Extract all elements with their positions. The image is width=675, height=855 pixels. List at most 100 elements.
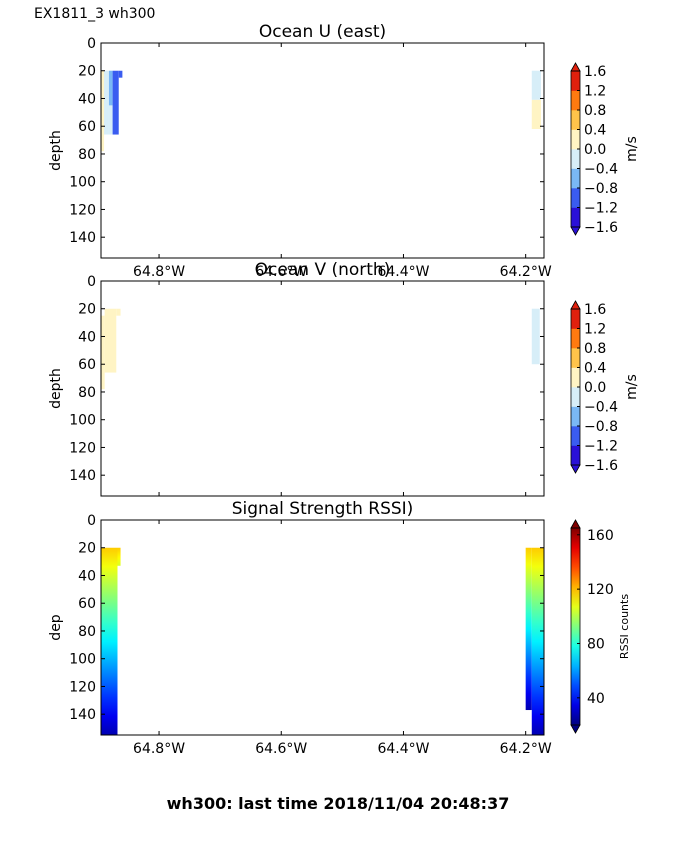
colorbar-band — [571, 309, 580, 329]
y-tick-label: 20 — [78, 64, 96, 80]
panel-3-data — [101, 547, 544, 735]
panel-2-ylabel: depth — [48, 368, 64, 409]
colorbar-tick-label: −1.6 — [584, 220, 618, 236]
colorbar-band — [571, 110, 580, 130]
colorbar-extend-max — [570, 519, 581, 529]
colorbar-band — [571, 188, 580, 208]
panel-1-frame — [100, 42, 545, 259]
data-cell — [108, 105, 113, 135]
colorbar-band — [571, 445, 580, 466]
panel-3-colorbar: 160 120 80 40 RSSI counts — [570, 519, 631, 734]
x-tick-label: 64.2°W — [500, 741, 552, 757]
x-tick-label: 64.4°W — [377, 264, 429, 280]
y-tick-label: 100 — [69, 175, 96, 191]
colorbar-band — [571, 367, 580, 388]
x-tick-label: 64.8°W — [133, 264, 185, 280]
colorbar-tick-label: 1.2 — [584, 322, 606, 338]
colorbar-frame — [570, 527, 581, 726]
colorbar-band — [571, 90, 580, 111]
data-column — [117, 547, 121, 566]
y-tick-label: 100 — [69, 413, 96, 429]
colorbar-tick-label: −1.6 — [584, 458, 618, 474]
y-tick-label: 60 — [78, 357, 96, 373]
data-cell — [101, 315, 105, 390]
data-column — [525, 547, 532, 711]
colorbar-tick-label: 160 — [587, 528, 614, 544]
plots-area: Ocean U (east) 0 20 40 60 80 100 120 140 depth 64.… — [48, 22, 640, 757]
x-tick-label: 64.8°W — [133, 741, 185, 757]
panel-1: Ocean U (east) 0 20 40 60 80 100 120 140 depth 64.… — [48, 22, 640, 280]
y-tick-label: 20 — [78, 541, 96, 557]
panel-1-data — [101, 70, 541, 152]
data-cell — [104, 308, 117, 373]
colorbar-extend-max — [570, 62, 581, 72]
panel-3-title: Signal Strength RSSI) — [232, 499, 414, 519]
panel-1-ylabel: depth — [48, 130, 64, 171]
figure-corner-label: EX1811_3 wh300 — [34, 6, 155, 22]
colorbar-label: m/s — [624, 374, 640, 400]
colorbar-extend-max — [570, 300, 581, 310]
colorbar-band — [571, 207, 580, 228]
panel-3-frame — [100, 519, 545, 736]
data-cell — [118, 70, 123, 78]
x-tick-label: 64.6°W — [255, 264, 307, 280]
colorbar-tick-label: 120 — [587, 582, 614, 598]
colorbar-label: RSSI counts — [618, 594, 631, 659]
y-tick-label: 0 — [87, 274, 96, 290]
data-cell — [104, 70, 109, 135]
colorbar-tick-label: 0.8 — [584, 103, 606, 119]
colorbar-extend-min — [570, 226, 581, 236]
colorbar-gradient — [571, 528, 580, 725]
y-tick-label: 140 — [69, 468, 96, 484]
data-column — [101, 547, 118, 735]
data-cell — [108, 70, 113, 106]
data-cell — [531, 99, 541, 129]
data-column — [531, 547, 544, 735]
data-cell — [531, 70, 541, 100]
data-cell — [101, 70, 105, 152]
colorbar-tick-label: −0.8 — [584, 419, 618, 435]
colorbar-tick-label: −0.8 — [584, 181, 618, 197]
colorbar-band — [571, 426, 580, 446]
panel-2: Ocean V (north) 0 20 40 60 80 100 120 140 depth 1.… — [48, 260, 640, 497]
colorbar-extend-min — [570, 724, 581, 734]
colorbar-tick-label: 1.2 — [584, 84, 606, 100]
data-cell — [116, 308, 121, 316]
y-tick-label: 60 — [78, 119, 96, 135]
panel-2-data — [101, 308, 540, 390]
panel-2-title: Ocean V (north) — [255, 260, 391, 280]
x-tick-label: 64.2°W — [500, 264, 552, 280]
colorbar-tick-label: −1.2 — [584, 201, 618, 217]
colorbar-tick-label: 40 — [587, 691, 605, 707]
y-tick-label: 0 — [87, 513, 96, 529]
colorbar-tick-label: 80 — [587, 636, 605, 652]
panel-1-title: Ocean U (east) — [259, 22, 386, 42]
colorbar-tick-label: 0.8 — [584, 341, 606, 357]
y-tick-label: 60 — [78, 596, 96, 612]
figure-footer: wh300: last time 2018/11/04 20:48:37 — [167, 794, 510, 813]
y-tick-label: 120 — [69, 679, 96, 695]
colorbar-label: m/s — [624, 136, 640, 162]
colorbar-band — [571, 168, 580, 189]
colorbar-band — [571, 129, 580, 150]
colorbar-tick-label: 0.0 — [584, 380, 606, 396]
colorbar-extend-min — [570, 464, 581, 474]
y-tick-label: 40 — [78, 329, 96, 345]
panel-3-ylabel: dep — [48, 614, 64, 641]
colorbar-band — [571, 348, 580, 368]
data-cell — [531, 308, 540, 365]
y-tick-label: 40 — [78, 91, 96, 107]
colorbar-band — [571, 71, 580, 91]
colorbar-band — [571, 149, 580, 169]
y-tick-label: 80 — [78, 147, 96, 163]
panel-2-frame — [100, 280, 545, 497]
y-tick-label: 140 — [69, 230, 96, 246]
y-tick-label: 100 — [69, 652, 96, 668]
y-tick-label: 120 — [69, 202, 96, 218]
x-tick-label: 64.6°W — [255, 741, 307, 757]
colorbar-band — [571, 406, 580, 427]
y-tick-label: 40 — [78, 568, 96, 584]
x-tick-label: 64.4°W — [377, 741, 429, 757]
data-cell — [112, 70, 119, 135]
